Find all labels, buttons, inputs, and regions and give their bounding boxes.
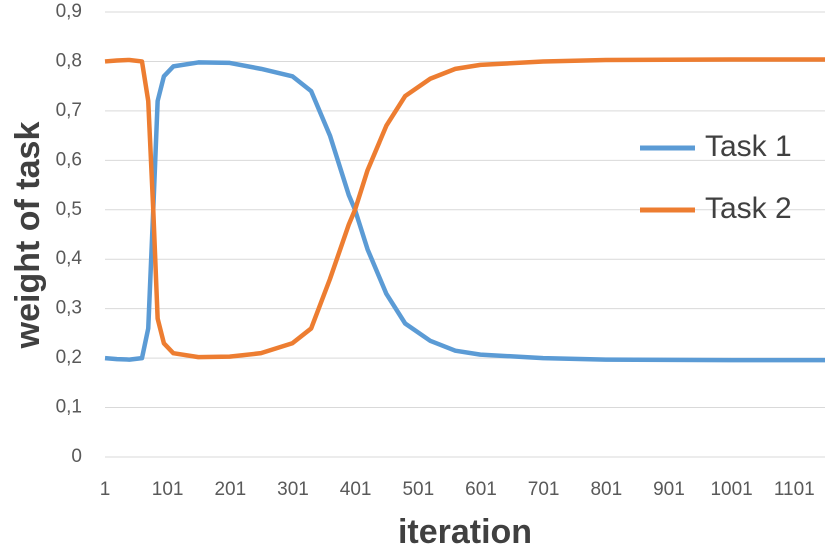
x-tick-label: 1101 xyxy=(774,479,815,500)
y-tick-label: 0,4 xyxy=(56,248,83,269)
x-tick-label: 301 xyxy=(277,479,309,500)
x-tick-label: 1 xyxy=(100,479,111,500)
series-line xyxy=(104,57,825,360)
y-tick-label: 0,2 xyxy=(56,347,82,368)
legend-label: Task 2 xyxy=(705,192,792,225)
y-tick-label: 0,8 xyxy=(56,50,82,71)
x-axis-label: iteration xyxy=(398,513,532,551)
y-tick-label: 0,3 xyxy=(56,298,82,319)
x-tick-label: 701 xyxy=(528,479,560,500)
y-tick-label: 0,7 xyxy=(56,100,82,121)
x-tick-label: 501 xyxy=(402,479,434,500)
y-tick-label: 0 xyxy=(71,446,82,467)
x-tick-label: 901 xyxy=(653,479,685,500)
y-tick-label: 0,1 xyxy=(56,397,82,418)
x-tick-label: 101 xyxy=(152,479,184,500)
x-tick-label: 801 xyxy=(590,479,622,500)
y-tick-label: 0,5 xyxy=(56,199,82,220)
y-tick-label: 0,6 xyxy=(56,149,82,170)
series-line xyxy=(104,60,825,363)
x-tick-label: 401 xyxy=(340,479,372,500)
x-tick-label: 201 xyxy=(214,479,246,500)
y-axis-label: weight of task xyxy=(9,122,47,350)
legend-label: Task 1 xyxy=(705,130,792,163)
x-tick-label: 1001 xyxy=(710,479,752,500)
y-tick-label: 0,9 xyxy=(56,1,82,22)
x-tick-label: 601 xyxy=(465,479,497,500)
